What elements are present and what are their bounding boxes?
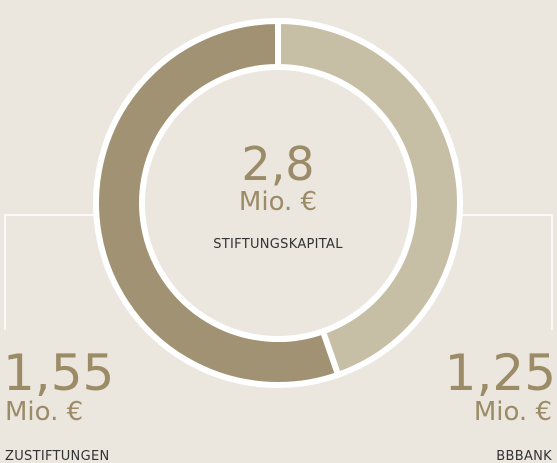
unit-label: Mio. € (474, 397, 552, 427)
value-label: 1,25 (445, 344, 556, 402)
total-value: 2,8 (241, 137, 314, 191)
category-label: ZUSTIFTUNGEN (5, 449, 110, 463)
donut-segment (93, 17, 342, 388)
leader-line (453, 214, 553, 330)
value-label: 1,55 (3, 344, 114, 402)
donut-segment (275, 17, 463, 379)
leader-line (4, 214, 104, 330)
total-name: STIFTUNGSKAPITAL (213, 237, 343, 252)
total-unit: Mio. € (239, 187, 317, 217)
category-label: BBBANK (496, 449, 552, 463)
unit-label: Mio. € (5, 397, 83, 427)
